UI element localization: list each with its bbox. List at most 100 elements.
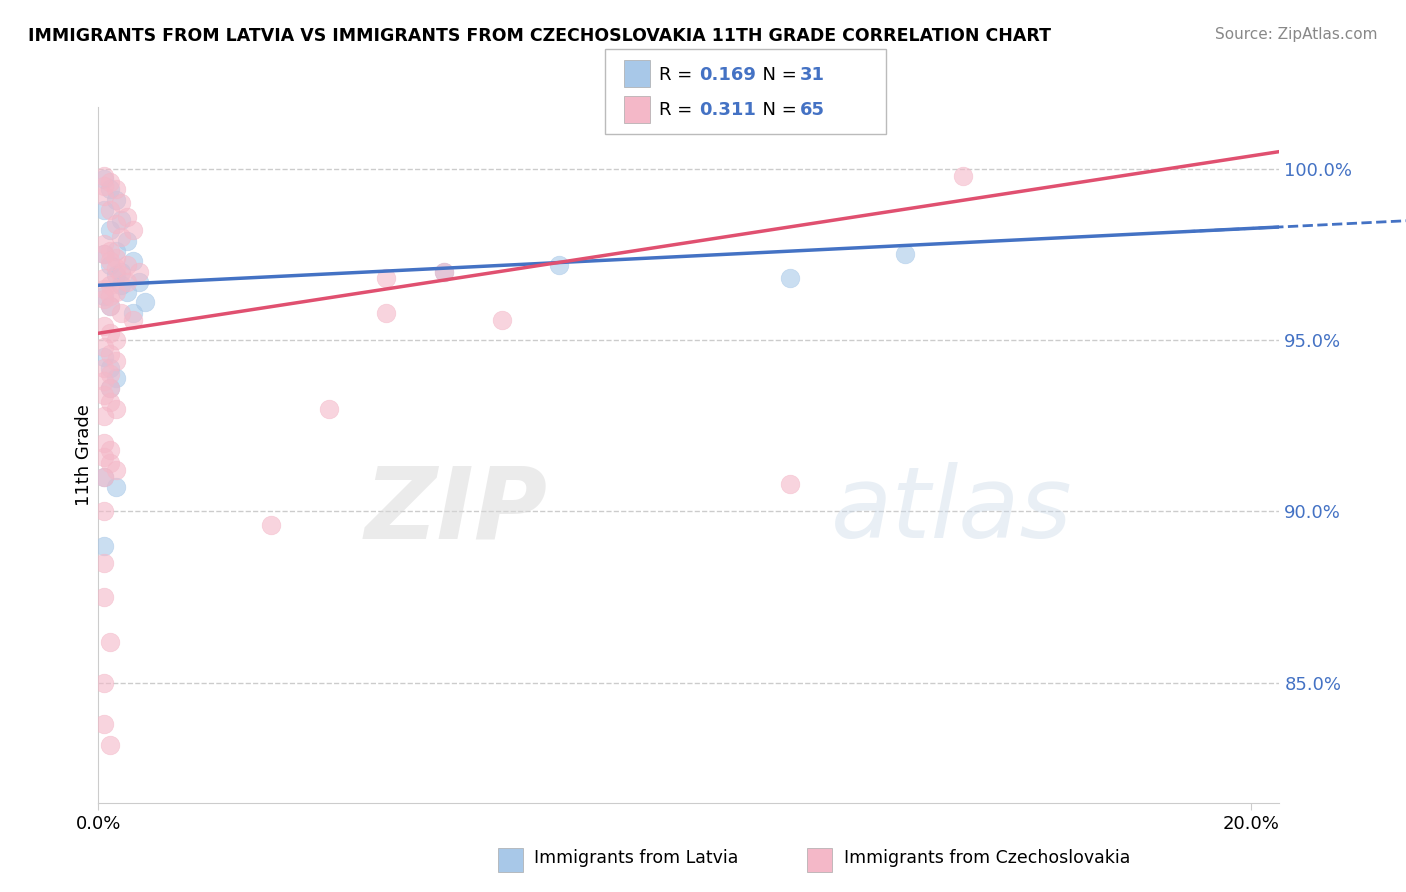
Point xyxy=(122,223,145,237)
Point xyxy=(104,285,127,299)
Point xyxy=(93,169,115,183)
Point xyxy=(93,504,115,518)
Point xyxy=(115,234,138,248)
Text: N =: N = xyxy=(751,66,803,84)
Point xyxy=(93,319,115,334)
Point xyxy=(98,442,121,457)
Point xyxy=(110,196,132,211)
Point xyxy=(128,264,150,278)
Point xyxy=(104,481,127,495)
Point xyxy=(110,213,132,227)
Point xyxy=(110,264,132,278)
Text: atlas: atlas xyxy=(831,462,1073,559)
Point xyxy=(93,178,115,193)
Point xyxy=(98,244,121,258)
Point xyxy=(779,271,801,285)
Point xyxy=(93,340,115,354)
Point xyxy=(93,360,115,375)
Point xyxy=(779,477,801,491)
Point xyxy=(93,374,115,388)
Point xyxy=(98,381,121,395)
Point xyxy=(122,312,145,326)
Point xyxy=(115,285,138,299)
Point xyxy=(375,271,398,285)
Text: Immigrants from Czechoslovakia: Immigrants from Czechoslovakia xyxy=(844,849,1130,867)
Point xyxy=(110,278,132,293)
Point xyxy=(433,264,456,278)
Text: 31: 31 xyxy=(800,66,825,84)
Point xyxy=(93,282,115,296)
Point xyxy=(98,360,121,375)
Point xyxy=(134,295,156,310)
Point xyxy=(93,556,115,570)
Point xyxy=(93,288,115,302)
Point xyxy=(98,738,121,752)
Point xyxy=(115,210,138,224)
Point xyxy=(93,292,115,306)
Point xyxy=(104,371,127,385)
Point xyxy=(894,247,917,261)
Point xyxy=(104,353,127,368)
Point xyxy=(110,306,132,320)
Point xyxy=(98,176,121,190)
Point xyxy=(115,258,138,272)
Text: R =: R = xyxy=(659,66,699,84)
Point xyxy=(93,237,115,252)
Point xyxy=(104,182,127,196)
Point xyxy=(98,223,121,237)
Point xyxy=(93,539,115,553)
Point xyxy=(93,247,115,261)
Point xyxy=(93,676,115,690)
Point xyxy=(98,254,121,268)
Text: N =: N = xyxy=(751,102,803,120)
Point xyxy=(93,350,115,364)
Text: 65: 65 xyxy=(800,102,825,120)
Point xyxy=(98,202,121,217)
Point xyxy=(93,409,115,423)
Point xyxy=(93,470,115,484)
Point xyxy=(433,264,456,278)
Text: 0.169: 0.169 xyxy=(699,66,755,84)
Point xyxy=(98,634,121,648)
Point xyxy=(110,268,132,282)
Point xyxy=(375,306,398,320)
Point xyxy=(98,182,121,196)
Point xyxy=(128,275,150,289)
Point xyxy=(104,193,127,207)
Point xyxy=(104,261,127,276)
Point xyxy=(110,230,132,244)
Text: R =: R = xyxy=(659,102,699,120)
Point xyxy=(93,717,115,731)
Point xyxy=(98,278,121,293)
Point xyxy=(93,189,115,203)
Point xyxy=(93,172,115,186)
Point xyxy=(104,244,127,258)
Point xyxy=(318,401,340,416)
Point xyxy=(104,333,127,347)
Point xyxy=(93,470,115,484)
Point xyxy=(952,169,974,183)
Point xyxy=(104,268,127,282)
Point xyxy=(98,368,121,382)
Point xyxy=(104,463,127,477)
Point xyxy=(98,299,121,313)
Point xyxy=(98,347,121,361)
Text: IMMIGRANTS FROM LATVIA VS IMMIGRANTS FROM CZECHOSLOVAKIA 11TH GRADE CORRELATION : IMMIGRANTS FROM LATVIA VS IMMIGRANTS FRO… xyxy=(28,27,1052,45)
Point xyxy=(98,299,121,313)
Y-axis label: 11th Grade: 11th Grade xyxy=(75,404,93,506)
Point xyxy=(98,326,121,341)
Text: 0.311: 0.311 xyxy=(699,102,755,120)
Point xyxy=(122,306,145,320)
Point xyxy=(98,394,121,409)
Point xyxy=(98,457,121,471)
Point xyxy=(98,258,121,272)
Point xyxy=(548,258,571,272)
Point xyxy=(122,254,145,268)
Point xyxy=(93,436,115,450)
Point xyxy=(491,312,513,326)
Point xyxy=(98,381,121,395)
Text: Source: ZipAtlas.com: Source: ZipAtlas.com xyxy=(1215,27,1378,42)
Point xyxy=(93,247,115,261)
Text: ZIP: ZIP xyxy=(364,462,547,559)
Point xyxy=(93,590,115,604)
